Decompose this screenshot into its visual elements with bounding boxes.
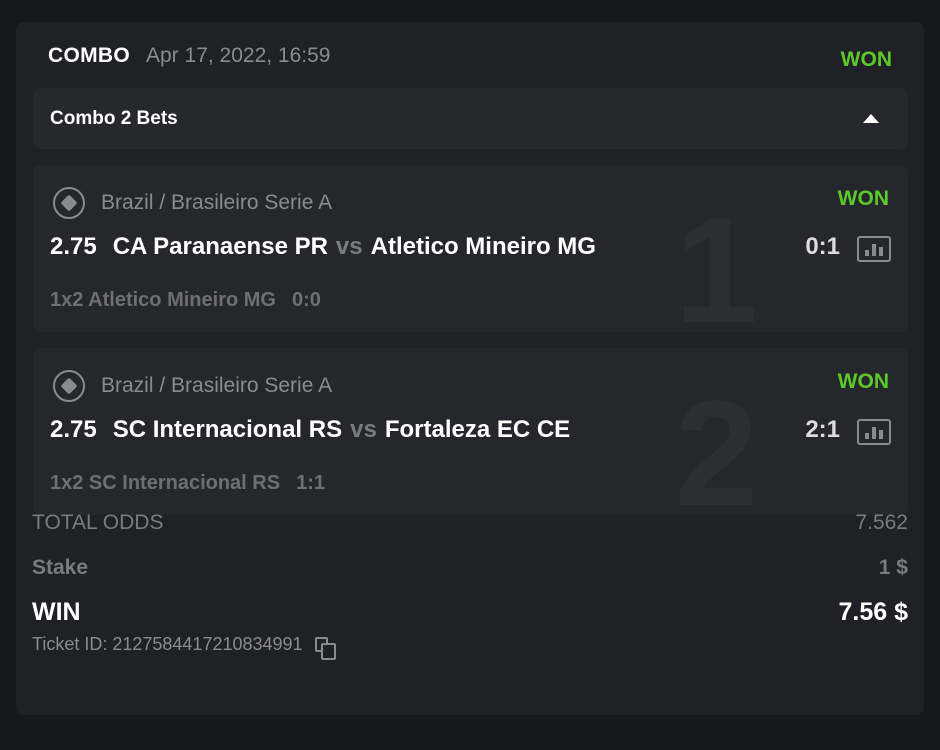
soccer-ball-icon [53,187,85,219]
combo-label: Combo 2 Bets [50,107,178,129]
stats-icon[interactable] [857,236,891,262]
total-odds-label: TOTAL ODDS [32,511,164,534]
pick-score: 1:1 [296,472,325,494]
home-team: SC Internacional RS [112,416,343,443]
bet-leg: 1 Brazil / Brasileiro Serie A WON 2.75 C… [33,165,908,332]
soccer-ball-icon [53,370,85,402]
bet-leg: 2 Brazil / Brasileiro Serie A WON 2.75 S… [33,348,908,515]
total-odds-row: TOTAL ODDS 7.562 [32,511,908,535]
stake-row: Stake 1 $ [32,556,908,580]
away-team: Fortaleza EC CE [384,416,571,443]
leg-number: 2 [674,369,758,515]
leg-status: WON [837,370,889,393]
league: Brazil / Brasileiro Serie A [101,374,333,397]
stats-icon[interactable] [857,419,891,445]
league: Brazil / Brasileiro Serie A [101,191,333,214]
stake-label: Stake [32,556,89,579]
market-pick: 1x2 SC Internacional RS [50,472,281,494]
score: 2:1 [805,416,840,443]
copy-icon[interactable] [314,637,336,660]
bet-ticket-card: COMBO Apr 17, 2022, 16:59 WON Combo 2 Be… [16,22,924,715]
win-value: 7.56 $ [838,598,908,626]
stake-value: 1 $ [878,556,908,579]
away-team: Atletico Mineiro MG [370,233,596,260]
vs: vs [350,416,377,443]
leg-status: WON [837,187,889,210]
pick-score: 0:0 [291,289,321,311]
score: 0:1 [805,233,840,260]
caret-up-icon[interactable] [863,114,879,123]
odds: 2.75 [50,416,97,443]
market-pick: 1x2 Atletico Mineiro MG [50,289,276,311]
bet-date: Apr 17, 2022, 16:59 [146,44,331,67]
win-row: WIN 7.56 $ [32,598,908,627]
combo-toggle[interactable]: Combo 2 Bets [33,88,908,149]
ticket-id-row: Ticket ID: 2127584417210834991 [32,634,336,660]
odds: 2.75 [50,233,97,260]
home-team: CA Paranaense PR [112,233,328,260]
ticket-header: COMBO Apr 17, 2022, 16:59 WON [48,41,892,71]
ticket-status: WON [840,48,892,71]
win-label: WIN [32,598,81,626]
total-odds-value: 7.562 [855,511,908,534]
bet-type: COMBO [48,44,130,67]
leg-number: 1 [674,186,758,332]
vs: vs [335,233,363,260]
ticket-id: Ticket ID: 2127584417210834991 [32,634,303,654]
